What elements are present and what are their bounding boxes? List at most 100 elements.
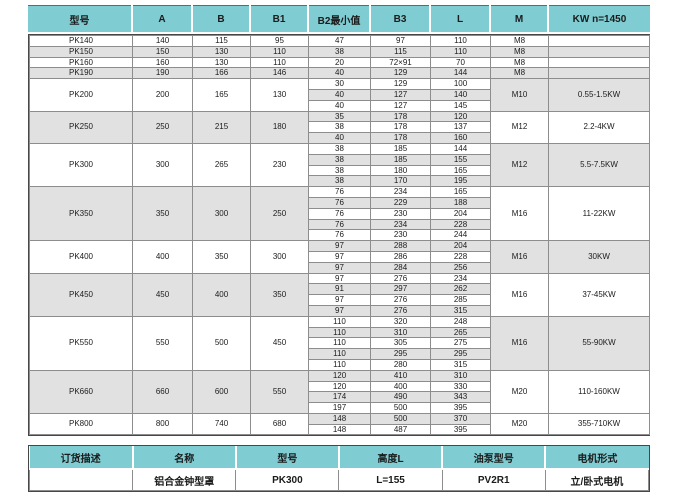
cell-kw: 110-160KW xyxy=(548,369,650,414)
cell-b3: 185 xyxy=(370,153,431,166)
cell-b1: 550 xyxy=(250,369,309,414)
cell-l: 256 xyxy=(430,261,491,274)
cell-b2min: 40 xyxy=(308,88,371,101)
cell-model: PK300 xyxy=(29,142,133,188)
col-header-l: L xyxy=(429,5,490,32)
cell-b2min: 30 xyxy=(308,78,371,90)
cell-m: M10 xyxy=(490,78,549,112)
cell-b3: 410 xyxy=(370,369,431,382)
cell-b1: 680 xyxy=(250,412,309,436)
cell-b2min: 38 xyxy=(308,121,371,134)
spec-table-section: 型号 A B B1 B2最小值 B3 L M KW n=1450 PK140 14… xyxy=(28,5,650,437)
cell-b3: 129 xyxy=(370,78,431,90)
cell-b1: 450 xyxy=(250,315,309,371)
cell-b2min: 38 xyxy=(308,164,371,177)
cell-b3: 280 xyxy=(370,358,431,371)
cell-model: PK450 xyxy=(29,272,133,317)
cell-b2min: 76 xyxy=(308,218,371,231)
cell-l: 155 xyxy=(430,153,491,166)
cell-a: 350 xyxy=(132,186,193,242)
cell-l: 165 xyxy=(430,164,491,177)
cell-b3: 230 xyxy=(370,207,431,220)
cell-b2min: 174 xyxy=(308,391,371,404)
cell-b3: 310 xyxy=(370,326,431,339)
cell-b2min: 97 xyxy=(308,304,371,317)
cell-kw: 355-710KW xyxy=(548,412,650,436)
spec-row-pk150: PK150 150 130 110 38 115 110 M8 xyxy=(29,45,650,58)
cell-l: 145 xyxy=(430,99,491,112)
cell-l: 262 xyxy=(430,283,491,296)
spec-row-pk300-4: 38 170 195 xyxy=(30,175,650,188)
cell-model: PK140 xyxy=(29,35,133,47)
cell-l: 315 xyxy=(430,358,491,371)
cell-b2min: 76 xyxy=(308,229,371,242)
cell-b3: 170 xyxy=(370,175,431,188)
cell-l: 265 xyxy=(430,326,491,339)
cell-model: PK800 xyxy=(29,412,133,436)
spec-row-pk550-4: 110 295 295 xyxy=(30,348,650,360)
order-value-name: 铝合金钟型罩 xyxy=(132,468,237,491)
cell-b1: 180 xyxy=(250,110,309,144)
cell-m: M12 xyxy=(490,142,549,188)
cell-b2min: 110 xyxy=(308,315,371,328)
cell-b3: 490 xyxy=(370,391,431,404)
order-value-model: PK300 xyxy=(235,468,340,491)
cell-l: 370 xyxy=(430,412,491,425)
cell-b2min: 47 xyxy=(308,35,371,47)
cell-kw xyxy=(548,67,650,80)
cell-b2min: 97 xyxy=(308,272,371,285)
cell-b1: 110 xyxy=(250,56,309,69)
cell-b3: 127 xyxy=(370,99,431,112)
spec-table-header: 型号 A B B1 B2最小值 B3 L M KW n=1450 xyxy=(28,5,650,32)
cell-l: 395 xyxy=(430,402,491,414)
cell-b: 166 xyxy=(192,67,251,80)
cell-l: 234 xyxy=(430,272,491,285)
cell-b: 600 xyxy=(192,369,251,414)
cell-kw xyxy=(548,56,650,69)
spec-row-pk350-5: 76 230 244 xyxy=(30,229,650,242)
cell-model: PK190 xyxy=(29,67,133,80)
cell-kw: 2.2-4KW xyxy=(548,110,650,144)
cell-b: 740 xyxy=(192,412,251,436)
spec-row-pk300-2: 38 185 155 xyxy=(30,153,650,166)
cell-l: 310 xyxy=(430,369,491,382)
cell-m: M16 xyxy=(490,272,549,317)
cell-a: 190 xyxy=(132,67,193,80)
cell-b: 500 xyxy=(192,315,251,371)
cell-b2min: 20 xyxy=(308,56,371,69)
cell-b2min: 197 xyxy=(308,402,371,414)
cell-b2min: 38 xyxy=(308,45,371,58)
cell-m: M20 xyxy=(490,412,549,436)
spec-row-pk200-2: 40 127 140 xyxy=(30,88,650,101)
cell-b3: 320 xyxy=(370,315,431,328)
cell-l: 195 xyxy=(430,175,491,188)
order-header-row: 订货描述 名称 型号 高度L 油泵型号 电机形式 xyxy=(29,446,649,470)
order-info-section: 订货描述 名称 型号 高度L 油泵型号 电机形式 铝合金钟型罩 PK300 L=… xyxy=(28,445,650,492)
cell-b2min: 38 xyxy=(308,175,371,188)
cell-b: 350 xyxy=(192,240,251,274)
cell-b2min: 148 xyxy=(308,412,371,425)
cell-a: 200 xyxy=(132,78,193,112)
cell-l: 315 xyxy=(430,304,491,317)
cell-b3: 286 xyxy=(370,250,431,263)
spec-row-pk160: PK160 160 130 110 20 72×91 70 M8 xyxy=(29,56,650,69)
cell-b2min: 110 xyxy=(308,326,371,339)
spec-row-pk250-1: PK250 250 215 180 35 178 120 M12 2.2-4KW xyxy=(29,110,650,144)
cell-b: 115 xyxy=(192,35,251,47)
cell-b3: 487 xyxy=(370,423,431,436)
cell-b2min: 38 xyxy=(308,142,371,155)
cell-b3: 185 xyxy=(370,142,431,155)
cell-l: 295 xyxy=(430,348,491,360)
cell-b2min: 97 xyxy=(308,250,371,263)
spec-row-pk660-1: PK660 660 600 550 120 410 310 M20 110-160KW xyxy=(29,369,650,414)
cell-b3: 127 xyxy=(370,88,431,101)
col-header-b1: B1 xyxy=(249,5,308,32)
spec-row-pk350-1: PK350 350 300 250 76 234 165 M16 11-22KW xyxy=(29,186,650,242)
spec-row-pk140: PK140 140 115 95 47 97 110 M8 xyxy=(29,35,650,47)
cell-b3: 500 xyxy=(370,402,431,414)
cell-l: 285 xyxy=(430,294,491,306)
cell-model: PK200 xyxy=(29,78,133,112)
cell-b: 265 xyxy=(192,142,251,188)
cell-m: M8 xyxy=(490,45,549,58)
cell-model: PK350 xyxy=(29,186,133,242)
